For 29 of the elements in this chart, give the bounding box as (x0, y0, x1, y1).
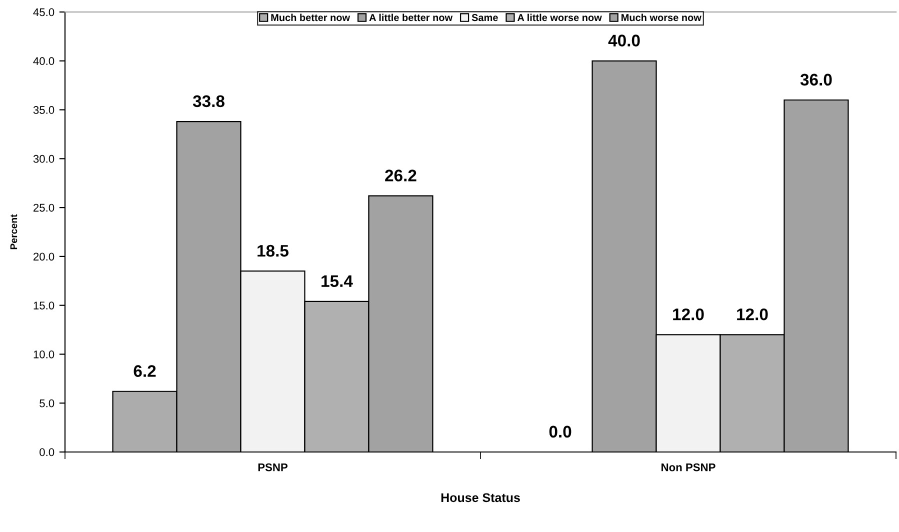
y-tick-label: 20.0 (34, 252, 54, 261)
legend-label: Much better now (271, 14, 350, 22)
legend-label: A little better now (369, 14, 453, 22)
legend-label: A little worse now (517, 14, 602, 22)
y-tick-label: 10.0 (34, 350, 54, 358)
data-label: 6.2 (134, 365, 156, 377)
data-label: 15.4 (322, 275, 353, 288)
y-tick-label: 15.0 (34, 302, 54, 310)
data-label: 33.8 (192, 95, 224, 108)
y-tick-label: 35.0 (33, 106, 54, 114)
data-label: 12.0 (673, 308, 704, 320)
data-label: 36.0 (800, 74, 832, 86)
x-axis-title: House Status (441, 493, 520, 502)
x-tick-label: PSNP (258, 463, 288, 472)
y-tick-label: 5.0 (40, 399, 54, 408)
y-tick-label: 30.0 (33, 154, 54, 163)
x-tick-label: Non PSNP (662, 463, 716, 472)
y-axis-title: Percent (10, 214, 18, 250)
legend-label: Same (472, 14, 498, 22)
y-tick-label: 25.0 (34, 204, 54, 212)
data-label: 0.0 (549, 426, 572, 438)
data-label: 12.0 (737, 308, 768, 320)
y-tick-label: 40.0 (33, 57, 54, 66)
data-label: 18.5 (258, 244, 289, 257)
y-tick-label: 0.0 (40, 448, 54, 456)
y-tick-label: 45.0 (33, 8, 54, 16)
data-label: 26.2 (385, 170, 416, 182)
data-label: 40.0 (608, 34, 640, 46)
legend-label: Much worse now (622, 14, 702, 22)
